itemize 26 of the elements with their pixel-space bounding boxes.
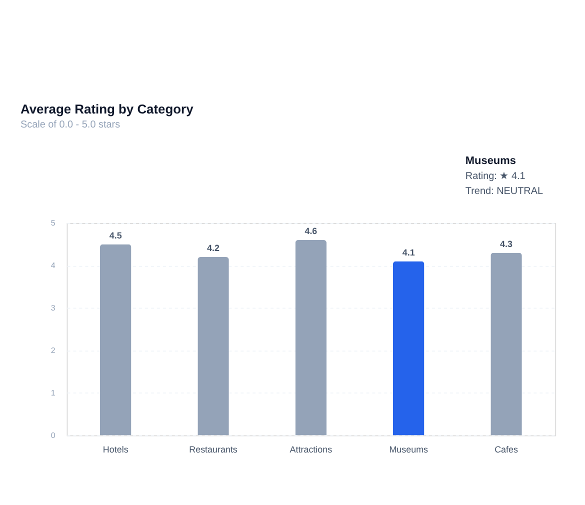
data-label: 4.6 (304, 226, 318, 236)
x-tick-label: Attractions (290, 444, 333, 455)
y-tick-label: 3 (50, 303, 56, 312)
x-tick-label: Restaurants (189, 444, 238, 455)
y-tick-label: 2 (50, 346, 56, 355)
bar (490, 252, 522, 436)
chart-title: Average Rating by Category (20, 101, 194, 116)
chart-subtitle: Scale of 0.0 - 5.0 stars (20, 119, 120, 130)
x-tick-label: Museums (389, 444, 429, 455)
data-label: 4.1 (402, 247, 415, 258)
bar (198, 256, 229, 436)
y-tick-label: 1 (50, 388, 56, 398)
bar (295, 240, 327, 436)
text: Rating: ★ 4.1 (465, 171, 526, 182)
y-tick-label: 4 (50, 260, 56, 270)
text: Museums (465, 155, 516, 168)
text: Trend: NEUTRAL (465, 186, 544, 198)
bar (392, 261, 424, 436)
data-label: 4.5 (109, 230, 122, 240)
y-tick-label: 5 (50, 218, 56, 228)
x-tick-label: Cafes (494, 444, 518, 455)
bar (100, 244, 132, 436)
x-tick-label: Hotels (102, 444, 129, 455)
data-label: 4.2 (207, 243, 220, 254)
y-tick-label: 0 (50, 430, 56, 440)
data-label: 4.3 (500, 238, 513, 249)
